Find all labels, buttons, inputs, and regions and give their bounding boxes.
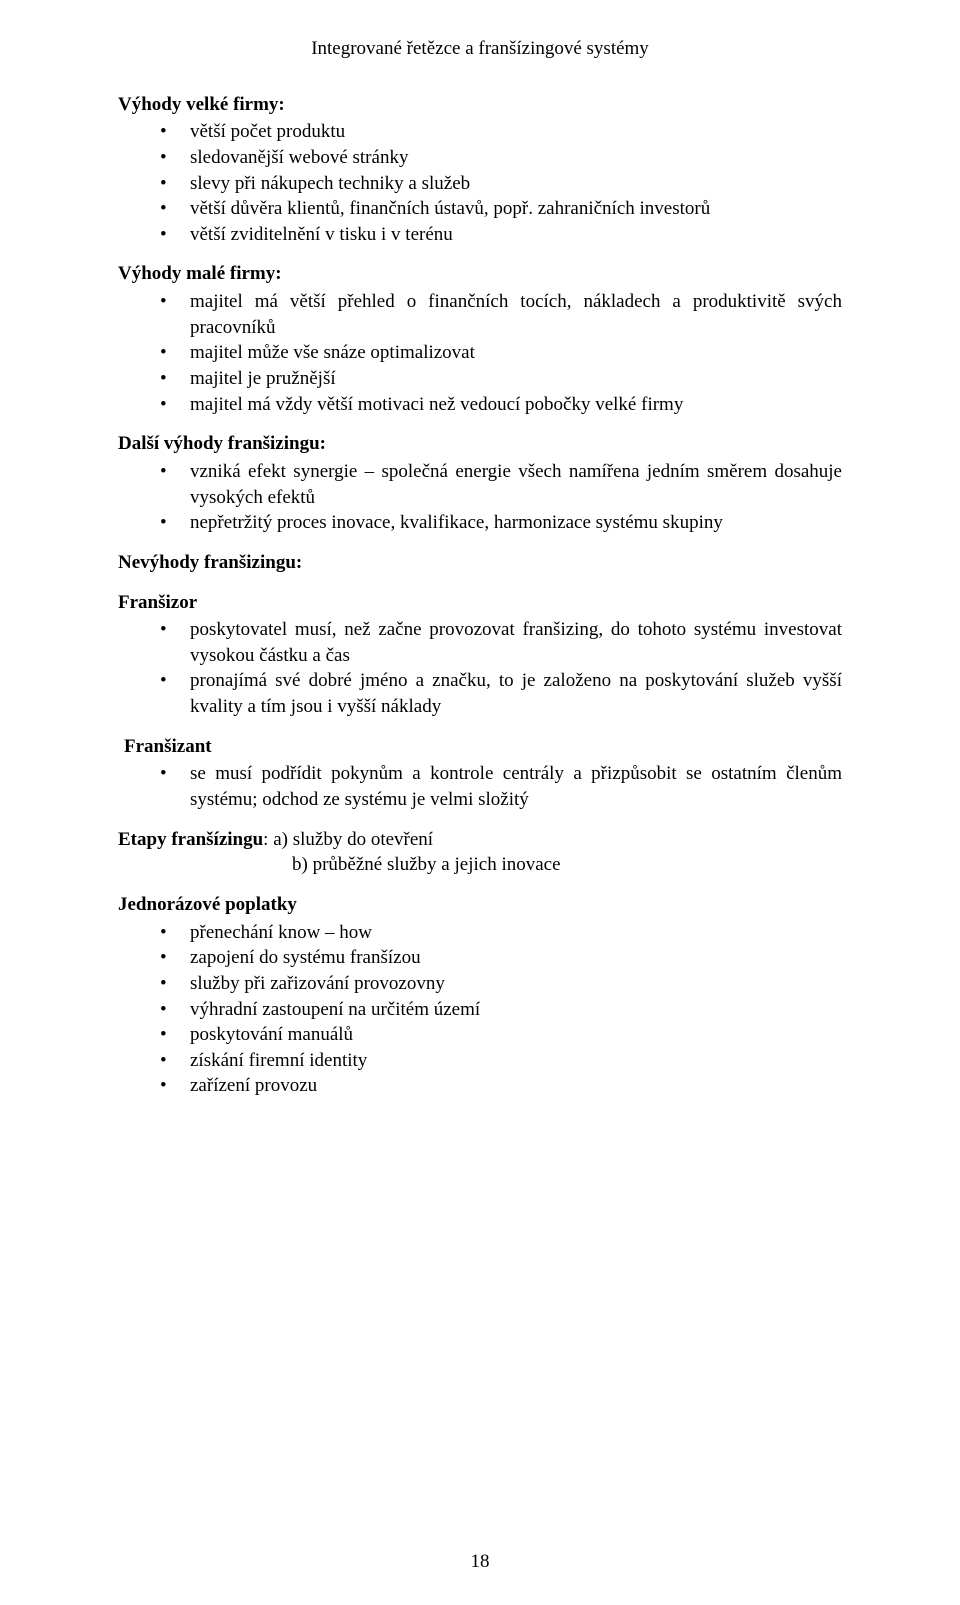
list-item: vzniká efekt synergie – společná energie… [160,459,842,510]
heading-fransizor: Franšizor [118,590,842,616]
list-item: majitel má větší přehled o finančních to… [160,289,842,340]
heading-vyhody-velke: Výhody velké firmy: [118,92,842,118]
list-item: služby při zařizování provozovny [160,971,842,997]
list-item: poskytovatel musí, než začne provozovat … [160,617,842,668]
etapy-line-a: Etapy franšízingu: a) služby do otevření [118,827,842,853]
list-item: přenechání know – how [160,920,842,946]
list-dalsi-vyhody: vzniká efekt synergie – společná energie… [118,459,842,536]
page: Integrované řetězce a franšízingové syst… [0,0,960,1605]
list-item: výhradní zastoupení na určitém území [160,997,842,1023]
heading-nevyhody: Nevýhody franšizingu: [118,550,842,576]
list-vyhody-male: majitel má větší přehled o finančních to… [118,289,842,417]
list-item: větší počet produktu [160,119,842,145]
list-item: slevy při nákupech techniky a služeb [160,171,842,197]
heading-fransizant: Franšizant [118,734,842,760]
list-item: pronajímá své dobré jméno a značku, to j… [160,668,842,719]
list-item: majitel může vše snáze optimalizovat [160,340,842,366]
page-number: 18 [0,1549,960,1575]
list-item: zařízení provozu [160,1073,842,1099]
list-item: větší zviditelnění v tisku i v terénu [160,222,842,248]
list-fransizor: poskytovatel musí, než začne provozovat … [118,617,842,720]
etapy-a: : a) služby do otevření [263,829,433,850]
list-item: větší důvěra klientů, finančních ústavů,… [160,196,842,222]
heading-jednorazove: Jednorázové poplatky [118,892,842,918]
list-item: majitel je pružnější [160,366,842,392]
heading-vyhody-male: Výhody malé firmy: [118,261,842,287]
list-item: majitel má vždy větší motivaci než vedou… [160,392,842,418]
list-item: se musí podřídit pokynům a kontrole cent… [160,761,842,812]
etapy-label: Etapy franšízingu [118,829,263,850]
list-fransizant: se musí podřídit pokynům a kontrole cent… [118,761,842,812]
etapy-block: Etapy franšízingu: a) služby do otevření… [118,827,842,878]
list-item: nepřetržitý proces inovace, kvalifikace,… [160,510,842,536]
list-item: poskytování manuálů [160,1022,842,1048]
list-item: sledovanější webové stránky [160,145,842,171]
etapy-line-b: b) průběžné služby a jejich inovace [118,852,842,878]
page-header: Integrované řetězce a franšízingové syst… [118,36,842,62]
list-item: získání firemní identity [160,1048,842,1074]
list-vyhody-velke: větší počet produktu sledovanější webové… [118,119,842,247]
heading-dalsi-vyhody: Další výhody franšizingu: [118,431,842,457]
list-jednorazove: přenechání know – how zapojení do systém… [118,920,842,1099]
list-item: zapojení do systému franšízou [160,945,842,971]
